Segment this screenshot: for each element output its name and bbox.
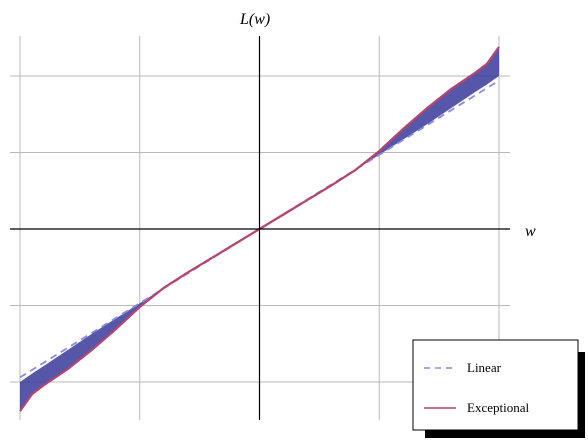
legend-label-linear: Linear	[467, 360, 502, 375]
legend-label-exceptional: Exceptional	[467, 400, 529, 415]
legend: Linear Exceptional	[412, 339, 585, 438]
y-axis-label: L(w)	[239, 11, 270, 28]
x-axis-label: w	[525, 223, 536, 240]
legend-box	[412, 339, 579, 431]
